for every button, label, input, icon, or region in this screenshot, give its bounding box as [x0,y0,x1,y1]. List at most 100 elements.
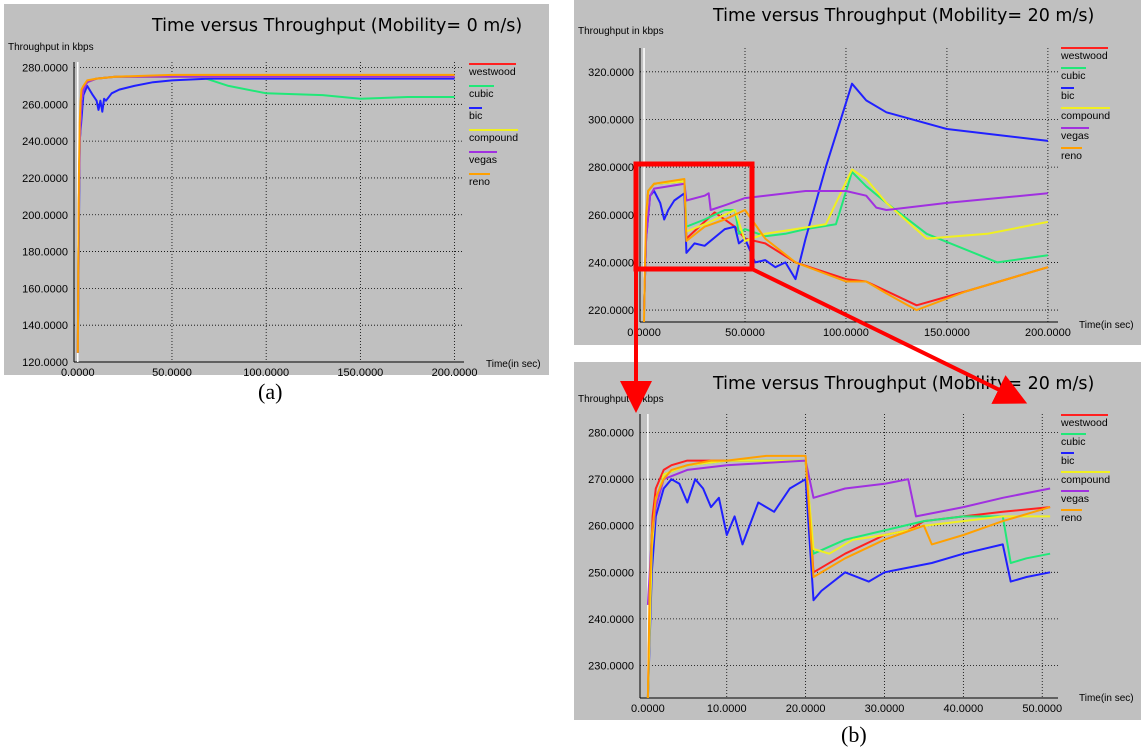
y-tick-label: 260.0000 [588,210,634,222]
legend-item-bic: bic [1061,452,1075,467]
series-line-cubic [646,459,1051,699]
legend-item-vegas: vegas [469,151,498,166]
chart-a-svg: 0.0000 50.0000 100.0000 150.0000 200.0000 120… [22,62,478,379]
legend-label: westwood [1061,417,1108,429]
y-tick-label: 160.0000 [22,283,68,295]
legend-swatch [469,107,483,109]
legend-label: reno [469,176,491,188]
x-tick-label: 50.0000 [725,327,765,339]
caption-b: (b) [841,722,867,747]
legend-item-vegas: vegas [1061,490,1090,505]
x-tick-label: 30.0000 [865,703,905,715]
y-tick-label: 180.0000 [22,247,68,259]
legend-label: cubic [1061,436,1086,448]
y-tick-label: 140.0000 [22,320,68,332]
y-tick-label: 220.0000 [22,173,68,185]
legend-swatch [1061,414,1108,416]
legend-label: compound [469,132,519,144]
legend-swatch [469,85,494,87]
y-tick-label: 270.0000 [588,474,634,486]
legend-label: vegas [1061,130,1090,142]
y-tick-label: 250.0000 [588,567,634,579]
legend-item-bic: bic [469,107,483,122]
legend-label: westwood [1061,50,1108,62]
legend-item-westwood: westwood [469,63,516,78]
x-tick-label: 100.0000 [823,327,869,339]
x-tick-label: 50.0000 [152,367,192,379]
chart-a-title: Time versus Throughput (Mobility= 0 m/s) [152,16,523,36]
x-tick-label: 50.0000 [1022,703,1062,715]
legend-label: cubic [1061,70,1086,82]
legend-item-westwood: westwood [1061,414,1108,429]
chart-b-zoom-xlabel: Time(in sec) [1079,693,1134,704]
legend-label: westwood [469,66,516,78]
legend-swatch [469,129,519,131]
legend-swatch [1061,107,1111,109]
y-tick-label: 240.0000 [22,136,68,148]
legend-item-reno: reno [469,173,491,188]
legend-swatch [1061,490,1090,492]
y-tick-label: 230.0000 [588,660,634,672]
legend-label: reno [1061,150,1083,162]
legend-item-reno: reno [1061,509,1083,524]
legend-item-compound: compound [1061,471,1111,486]
x-tick-label: 10.0000 [707,703,747,715]
y-tick-label: 280.0000 [588,428,634,440]
y-tick-label: 280.0000 [588,162,634,174]
y-tick-label: 220.0000 [588,305,634,317]
legend-swatch [469,151,498,153]
legend-item-westwood: westwood [1061,47,1108,62]
x-tick-label: 200.0000 [432,367,478,379]
legend-swatch [1061,452,1075,454]
legend-swatch [469,173,491,175]
series-line-reno [76,73,455,353]
chart-b-zoom-svg: 0.0000 10.0000 20.0000 30.0000 40.0000 50.000… [588,414,1062,715]
legend-label: bic [469,110,483,122]
legend-swatch [469,63,516,65]
y-tick-label: 260.0000 [588,521,634,533]
legend-swatch [1061,87,1075,89]
legend-label: compound [1061,110,1111,122]
chart-b-top-ylabel: Throughput in kbps [578,26,664,37]
x-tick-label: 150.0000 [924,327,970,339]
legend-label: bic [1061,90,1075,102]
series-line-reno [646,454,1051,699]
x-tick-label: 0.0000 [631,703,665,715]
legend-item-cubic: cubic [1061,433,1086,448]
y-tick-label: 320.0000 [588,67,634,79]
y-tick-label: 300.0000 [588,114,634,126]
legend-swatch [1061,147,1083,149]
y-tick-label: 260.0000 [22,99,68,111]
chart-a-ylabel: Throughput in kbps [8,42,94,53]
legend-item-cubic: cubic [469,85,494,100]
y-tick-label: 120.0000 [22,357,68,369]
legend-item-compound: compound [1061,107,1111,122]
legend-label: reno [1061,512,1083,524]
chart-b-top-title: Time versus Throughput (Mobility= 20 m/s… [713,6,1095,26]
series-line-compound [646,459,1051,699]
chart-b-zoom-panel: Time versus Throughput (Mobility= 20 m/s… [574,362,1141,720]
legend-swatch [1061,433,1086,435]
legend-label: cubic [469,88,494,100]
chart-a-xlabel: Time(in sec) [486,359,541,370]
legend-item-bic: bic [1061,87,1075,102]
legend-swatch [1061,127,1090,129]
y-tick-label: 280.0000 [22,63,68,75]
legend-item-cubic: cubic [1061,67,1086,82]
y-tick-label: 200.0000 [22,210,68,222]
legend-label: compound [1061,474,1111,486]
legend-label: vegas [1061,493,1090,505]
x-tick-label: 40.0000 [943,703,983,715]
series-line-bic [646,478,1051,699]
chart-b-top-svg: 0.0000 50.0000 100.0000 150.0000 200.0000 220… [588,48,1071,339]
chart-b-top-panel: Time versus Throughput (Mobility= 20 m/s… [574,0,1141,345]
legend-swatch [1061,471,1111,473]
x-tick-label: 0.0000 [61,367,95,379]
legend-item-reno: reno [1061,147,1083,162]
y-tick-label: 240.0000 [588,614,634,626]
x-tick-label: 100.0000 [243,367,289,379]
chart-b-top-xlabel: Time(in sec) [1079,320,1134,331]
legend-swatch [1061,509,1083,511]
legend-item-compound: compound [469,129,519,144]
legend-swatch [1061,67,1086,69]
